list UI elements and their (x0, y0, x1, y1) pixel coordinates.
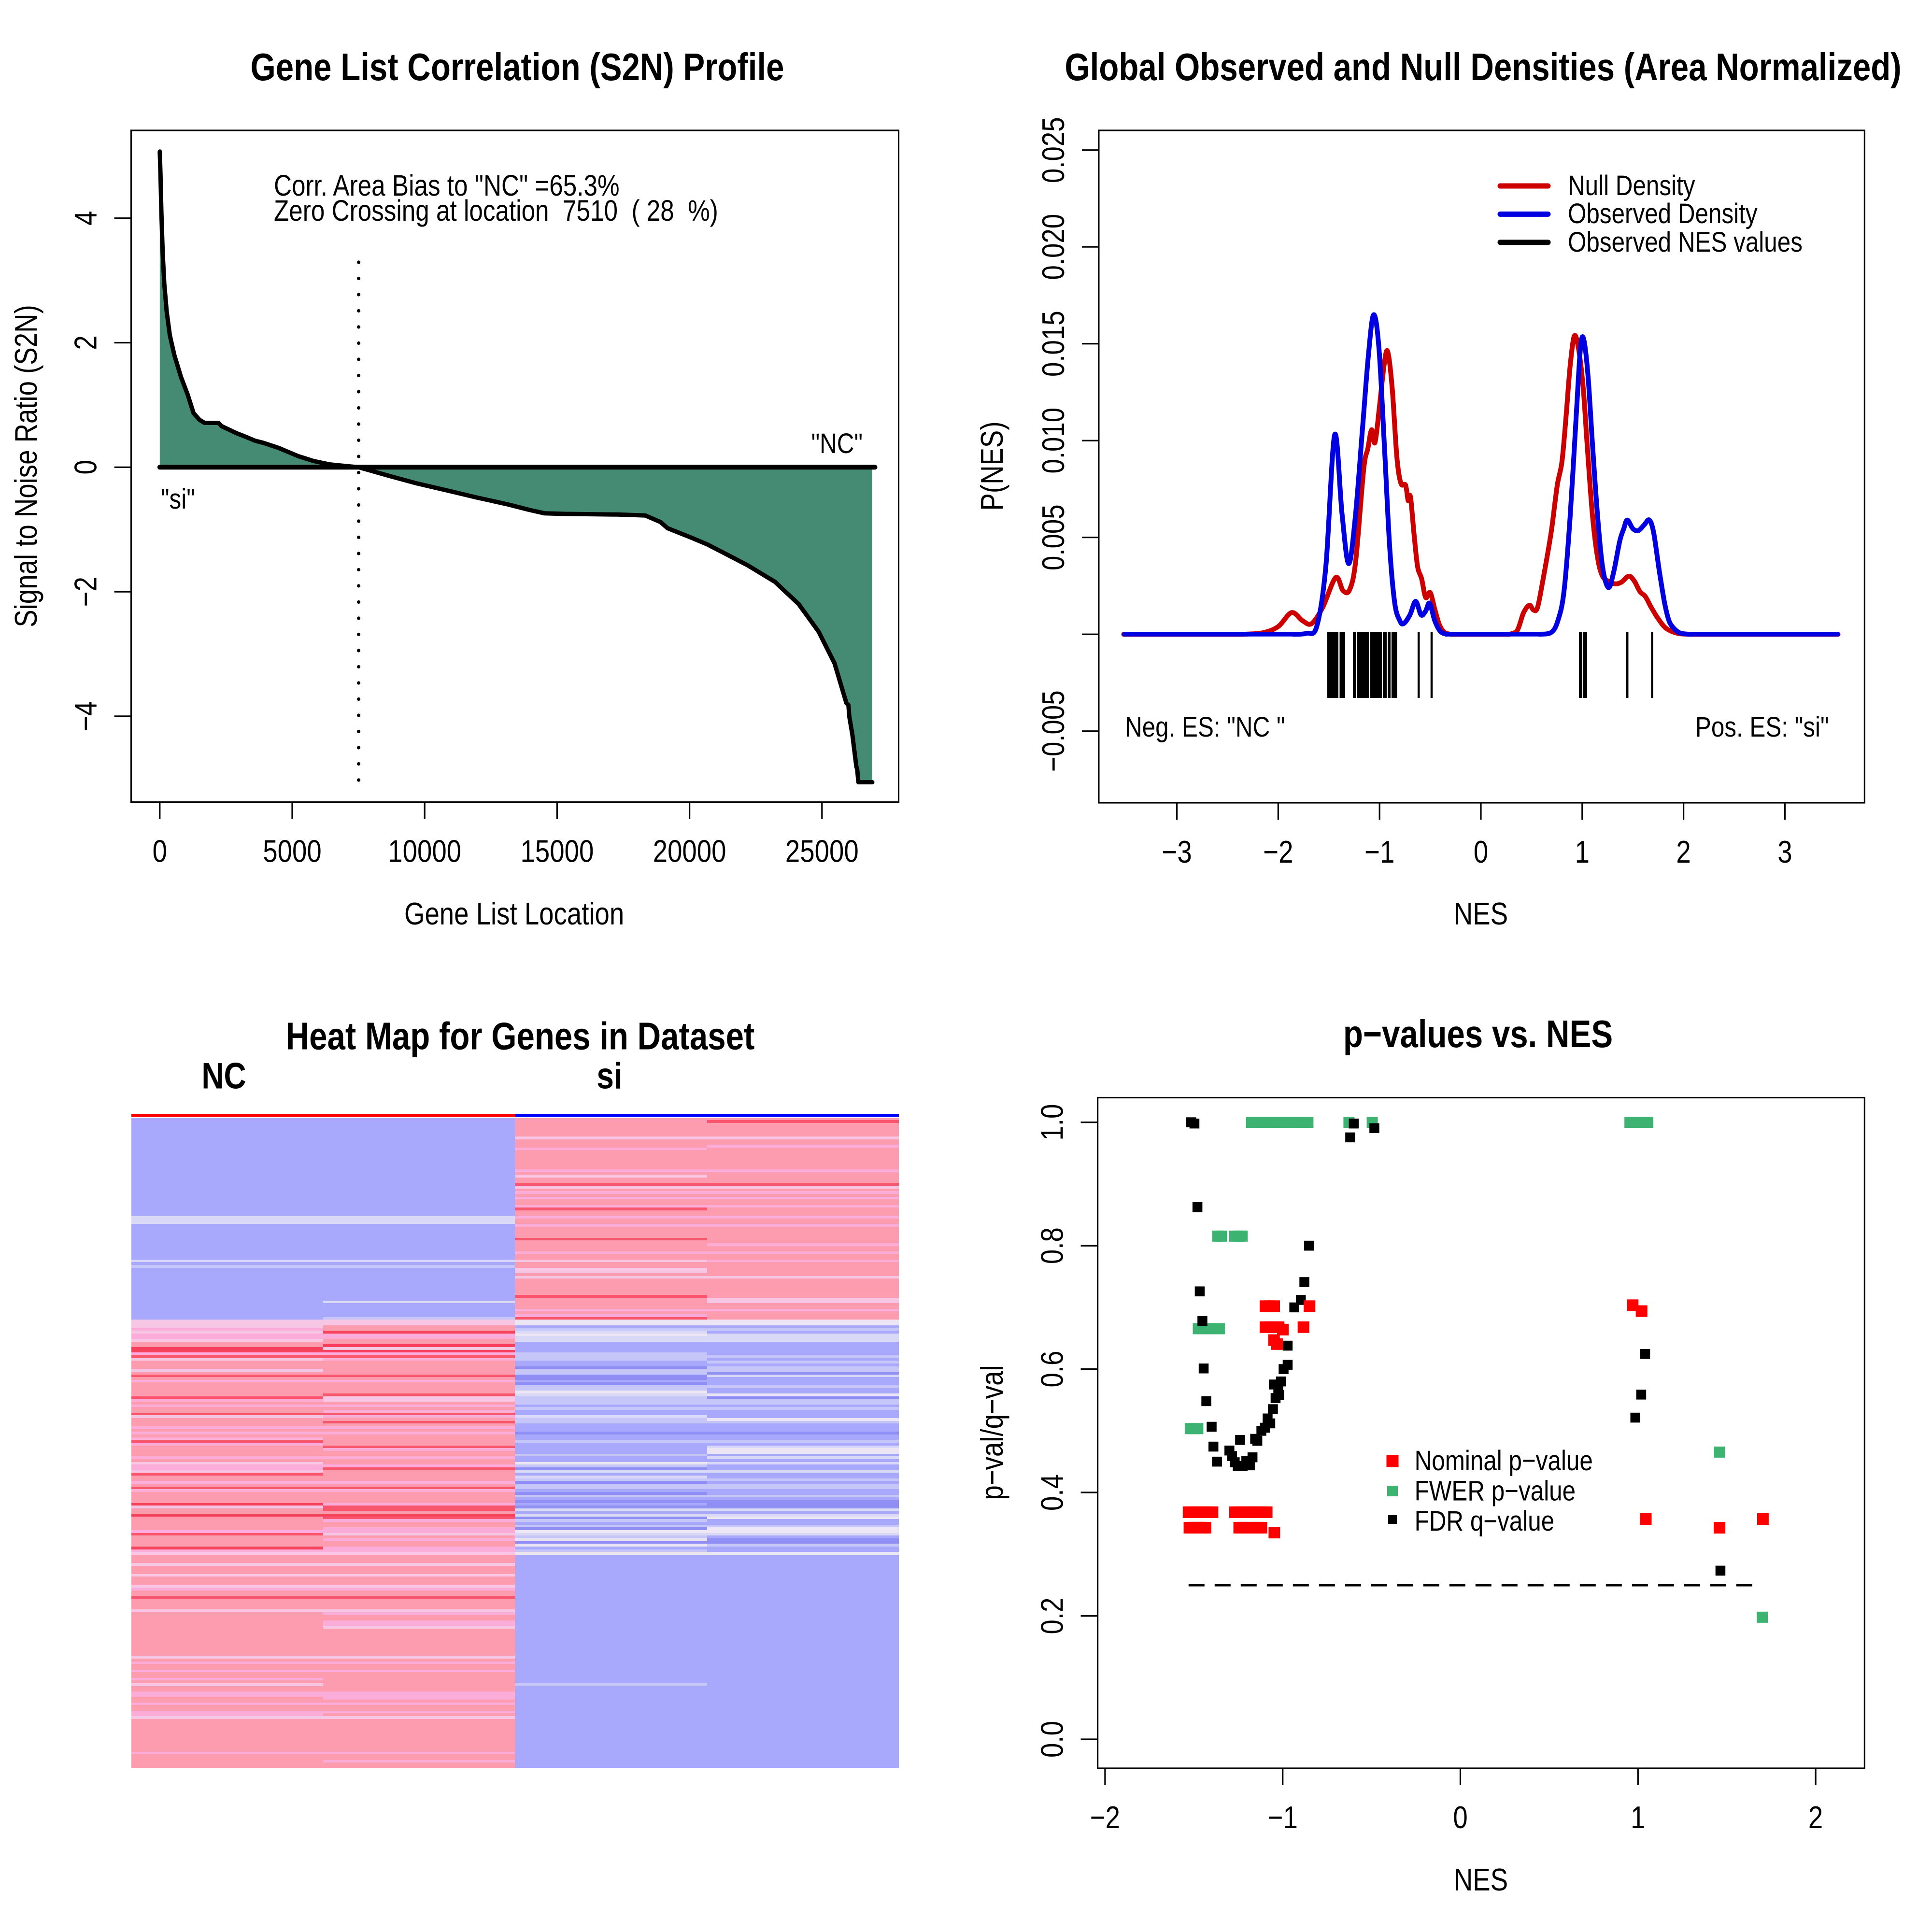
svg-text:25000: 25000 (785, 834, 859, 869)
svg-text:"si": "si" (161, 483, 195, 515)
svg-text:1: 1 (1575, 835, 1590, 870)
svg-text:0.4: 0.4 (1035, 1474, 1070, 1511)
svg-text:0.025: 0.025 (1036, 117, 1071, 183)
svg-text:0.2: 0.2 (1035, 1598, 1070, 1634)
svg-text:1: 1 (1631, 1800, 1645, 1835)
svg-text:2: 2 (1808, 1800, 1823, 1835)
svg-text:−0.005: −0.005 (1036, 690, 1071, 771)
svg-text:−1: −1 (1268, 1800, 1298, 1835)
svg-text:5000: 5000 (263, 834, 321, 869)
svg-text:Nominal p−value: Nominal p−value (1415, 1445, 1593, 1477)
svg-text:10000: 10000 (388, 834, 461, 869)
svg-text:Global Observed and Null Densi: Global Observed and Null Densities (Area… (1065, 45, 1901, 88)
svg-text:Corr. Area Bias to "NC" =65.3%: Corr. Area Bias to "NC" =65.3% (274, 169, 620, 202)
svg-text:0.005: 0.005 (1036, 504, 1071, 570)
svg-text:20000: 20000 (653, 834, 726, 869)
svg-text:0: 0 (1453, 1800, 1467, 1835)
svg-text:Signal to Noise Ratio (S2N): Signal to Noise Ratio (S2N) (9, 305, 44, 627)
svg-text:−4: −4 (68, 701, 103, 731)
svg-text:0.0: 0.0 (1035, 1721, 1070, 1758)
svg-text:Observed Density: Observed Density (1568, 198, 1758, 229)
svg-text:Pos. ES: "si": Pos. ES: "si" (1695, 711, 1829, 743)
svg-text:0.8: 0.8 (1035, 1227, 1070, 1264)
svg-text:Zero Crossing at location 751: Zero Crossing at location 7510 ( 28 %) (274, 194, 718, 227)
svg-text:1.0: 1.0 (1035, 1104, 1070, 1141)
svg-text:0.015: 0.015 (1036, 311, 1071, 377)
svg-text:Gene List Correlation (S2N) Pr: Gene List Correlation (S2N) Profile (251, 45, 784, 88)
svg-text:Neg. ES: "NC ": Neg. ES: "NC " (1125, 711, 1285, 743)
svg-text:0.010: 0.010 (1036, 408, 1071, 474)
svg-text:−2: −2 (1090, 1800, 1120, 1835)
svg-text:2: 2 (68, 335, 103, 350)
svg-text:0: 0 (68, 460, 103, 474)
svg-text:0: 0 (1474, 835, 1488, 870)
svg-text:p−values vs. NES: p−values vs. NES (1343, 1012, 1613, 1055)
svg-text:P(NES): P(NES) (975, 421, 1010, 511)
svg-text:FWER p−value: FWER p−value (1415, 1475, 1576, 1506)
svg-text:−2: −2 (1263, 835, 1293, 870)
svg-text:Heat Map for Genes in Dataset: Heat Map for Genes in Dataset (286, 1014, 755, 1058)
svg-text:FDR q−value: FDR q−value (1415, 1505, 1555, 1537)
svg-text:NES: NES (1454, 896, 1508, 932)
svg-text:0.6: 0.6 (1035, 1351, 1070, 1388)
svg-text:4: 4 (68, 211, 103, 226)
svg-text:Gene List Location: Gene List Location (404, 896, 624, 932)
svg-text:NC: NC (201, 1055, 246, 1096)
svg-text:15000: 15000 (520, 834, 594, 869)
svg-text:si: si (597, 1055, 622, 1096)
svg-text:0: 0 (153, 834, 167, 869)
svg-text:−1: −1 (1364, 835, 1394, 870)
svg-text:p−val/q−val: p−val/q−val (975, 1365, 1010, 1500)
svg-text:NES: NES (1454, 1862, 1508, 1898)
svg-text:2: 2 (1676, 835, 1690, 870)
svg-text:−3: −3 (1162, 835, 1192, 870)
svg-text:−2: −2 (68, 577, 103, 607)
svg-text:"NC": "NC" (811, 427, 863, 459)
svg-text:3: 3 (1777, 835, 1792, 870)
svg-text:Observed NES values: Observed NES values (1568, 226, 1803, 258)
svg-text:Null Density: Null Density (1568, 170, 1695, 201)
svg-text:0.020: 0.020 (1036, 214, 1071, 280)
